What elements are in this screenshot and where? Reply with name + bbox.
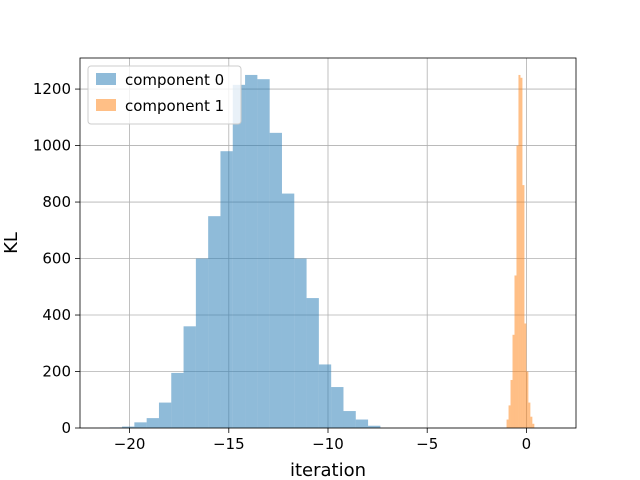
histogram-bar-series-0	[306, 298, 319, 428]
x-tick-label: −15	[213, 435, 245, 453]
y-tick-label: 400	[42, 306, 71, 324]
histogram-bar-series-0	[158, 402, 172, 428]
histogram-bar-series-0	[122, 426, 135, 428]
histogram-bar-series-1	[512, 334, 515, 428]
histogram-bar-series-1	[506, 419, 509, 428]
histogram-bars	[109, 74, 535, 429]
histogram-bar-series-1	[508, 405, 511, 428]
histogram-bar-series-1	[510, 379, 513, 428]
y-tick-label: 200	[42, 363, 71, 381]
legend-swatch	[96, 73, 116, 85]
histogram-bar-series-0	[146, 418, 159, 428]
legend: component 0 component 1	[87, 65, 242, 125]
histogram-bar-series-0	[257, 79, 270, 429]
y-tick-label: 0	[61, 419, 71, 437]
histogram-bar-series-1	[524, 323, 527, 428]
histogram-bar-series-1	[514, 275, 517, 428]
histogram-bar-series-0	[343, 411, 356, 428]
histogram-bar-series-0	[232, 84, 246, 428]
x-tick-label: −20	[114, 435, 146, 453]
histogram-bar-series-0	[195, 258, 209, 428]
x-tick-label: −5	[416, 435, 438, 453]
histogram-bar-series-0	[171, 372, 184, 428]
histogram-bar-series-0	[331, 387, 344, 428]
y-axis-ticks: 0 200 400 600 800 1000 1200	[33, 80, 80, 437]
histogram-bar-series-1	[528, 402, 531, 428]
histogram-bar-series-0	[245, 74, 258, 428]
x-axis-label: iteration	[290, 460, 366, 480]
histogram-bar-series-0	[281, 193, 295, 428]
histogram-bar-series-0	[183, 326, 196, 428]
histogram-bar-series-0	[368, 425, 381, 428]
histogram-bar-series-0	[208, 216, 221, 428]
histogram-bar-series-1	[532, 423, 535, 428]
y-tick-label: 800	[42, 193, 71, 211]
histogram-bar-series-0	[269, 132, 282, 428]
legend-label: component 0	[125, 71, 224, 89]
y-tick-label: 600	[42, 250, 71, 268]
y-tick-label: 1000	[33, 137, 71, 155]
histogram-bar-series-1	[520, 77, 523, 428]
x-axis-ticks: −20 −15 −10 −5 0	[114, 428, 531, 453]
histogram-bar-series-0	[220, 151, 233, 428]
histogram-bar-series-0	[355, 419, 369, 428]
histogram-bar-series-1	[530, 416, 533, 428]
x-tick-label: −10	[312, 435, 344, 453]
histogram-bar-series-0	[318, 364, 332, 428]
histogram-bar-series-1	[526, 371, 529, 428]
histogram-bar-series-0	[134, 422, 147, 428]
histogram-bar-series-1	[518, 74, 521, 428]
y-axis-label: KL	[1, 232, 22, 254]
x-tick-label: 0	[522, 435, 532, 453]
y-tick-label: 1200	[33, 80, 71, 98]
legend-frame	[87, 65, 242, 125]
legend-label: component 1	[125, 97, 224, 115]
legend-swatch	[96, 99, 116, 111]
histogram-bar-series-1	[522, 185, 525, 428]
histogram-bar-series-0	[294, 258, 307, 428]
histogram-bar-series-1	[516, 145, 519, 428]
